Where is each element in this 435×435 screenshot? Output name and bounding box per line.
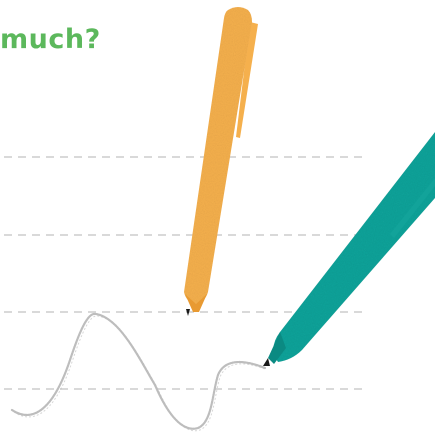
orange-pen-icon [184, 7, 258, 316]
pencil-scribble [10, 312, 267, 430]
teal-pen-icon [263, 132, 435, 366]
headline-text: much? [0, 24, 101, 55]
guide-lines [4, 156, 362, 390]
pencil-scribble-shade [13, 315, 266, 432]
